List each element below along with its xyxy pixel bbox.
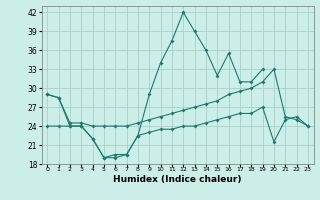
X-axis label: Humidex (Indice chaleur): Humidex (Indice chaleur) xyxy=(113,175,242,184)
